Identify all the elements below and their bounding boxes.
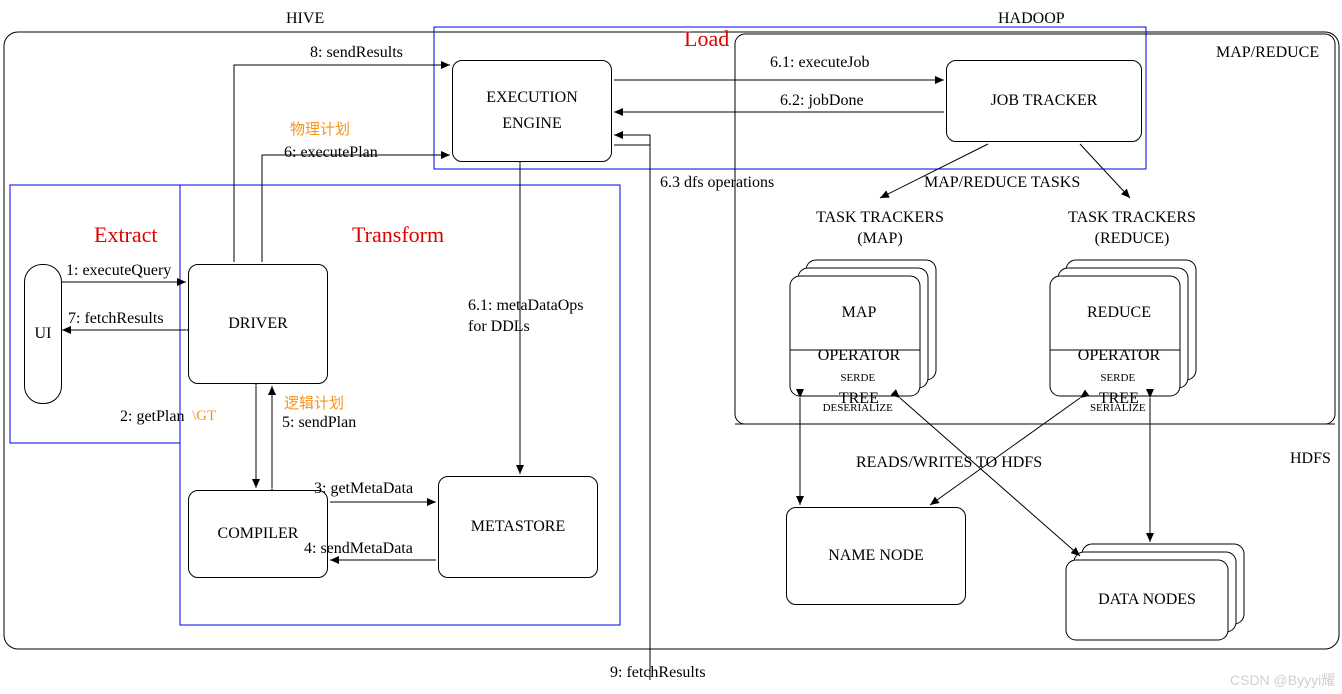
edge-62: 6.2: jobDone: [780, 92, 864, 110]
box-metastore: METASTORE: [438, 476, 598, 578]
hive-title: HIVE: [286, 10, 324, 28]
edge-9: 9: fetchResults: [610, 664, 706, 682]
anno-phys: 物理计划: [290, 118, 350, 139]
map-tracker-serde: SERDE DESERIALIZE: [790, 356, 920, 415]
edge-63: 6.3 dfs operations: [660, 174, 774, 192]
anno-logic: 逻辑计划: [284, 392, 344, 413]
name-node-label: NAME NODE: [828, 547, 924, 565]
driver-label: DRIVER: [228, 315, 288, 333]
box-driver: DRIVER: [188, 264, 328, 384]
box-name-node: NAME NODE: [786, 507, 966, 605]
job-tracker-label: JOB TRACKER: [991, 92, 1098, 110]
edge-5: 5: sendPlan: [282, 414, 356, 432]
edge-mrt: MAP/REDUCE TASKS: [924, 174, 1080, 192]
compiler-label: COMPILER: [218, 525, 299, 543]
hdfs-title: HDFS: [1290, 450, 1331, 468]
edge-61m: 6.1: metaDataOps for DDLs: [468, 296, 584, 338]
box-compiler: COMPILER: [188, 490, 328, 578]
box-ui: UI: [24, 264, 62, 404]
edge-2: 2: getPlan: [120, 408, 184, 426]
edge-61j: 6.1: executeJob: [770, 54, 870, 72]
task-trackers-map: TASK TRACKERS (MAP): [790, 208, 970, 250]
edge-3: 3: getMetaData: [314, 480, 413, 498]
exec-line1: EXECUTION: [486, 85, 578, 111]
edge-4: 4: sendMetaData: [304, 540, 413, 558]
data-nodes-label: DATA NODES: [1066, 560, 1228, 640]
watermark: CSDN @Byyyi耀: [1230, 670, 1335, 690]
red-tracker-serde: SERDE SERIALIZE: [1050, 356, 1180, 415]
exec-line2: ENGINE: [502, 111, 562, 137]
edge-6: 6: executePlan: [284, 144, 378, 162]
zone-extract: Extract: [94, 222, 158, 248]
edge-7: 7: fetchResults: [68, 310, 164, 328]
hadoop-title: HADOOP: [998, 10, 1065, 28]
anno-gt: \GT: [192, 408, 216, 425]
ui-label: UI: [35, 325, 52, 343]
metastore-label: METASTORE: [471, 518, 565, 536]
edge-8: 8: sendResults: [310, 44, 403, 62]
task-trackers-reduce: TASK TRACKERS (REDUCE): [1042, 208, 1222, 250]
box-job-tracker: JOB TRACKER: [946, 60, 1142, 142]
mapreduce-title: MAP/REDUCE: [1216, 44, 1319, 62]
edge-1: 1: executeQuery: [66, 262, 171, 280]
zone-load: Load: [684, 26, 729, 52]
box-exec-engine: EXECUTION ENGINE: [452, 60, 612, 162]
edge-rw: READS/WRITES TO HDFS: [856, 454, 1042, 472]
zone-transform: Transform: [352, 222, 444, 248]
